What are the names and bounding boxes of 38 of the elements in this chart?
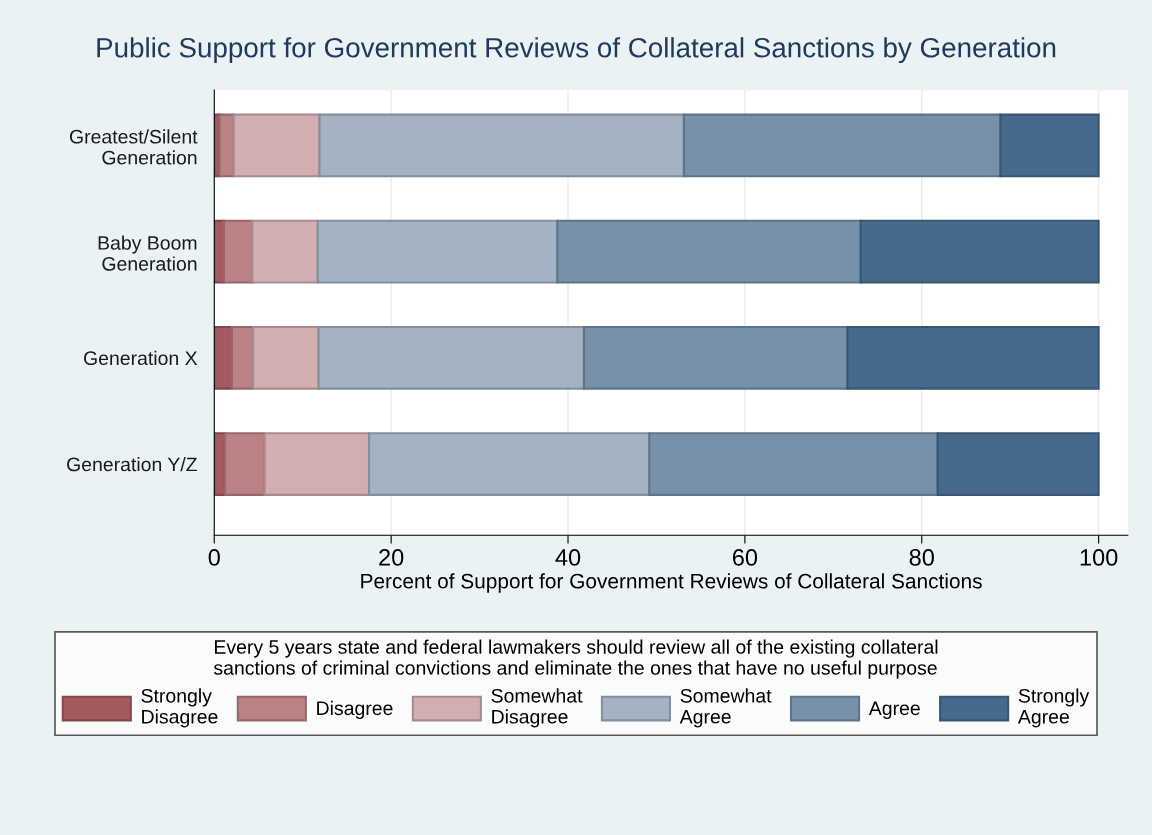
bar: [316, 219, 559, 284]
bar: [318, 113, 685, 178]
x-tick-label: 60: [732, 549, 758, 566]
legend-label: Somewhat Agree: [679, 688, 772, 728]
legend-label: Agree: [868, 701, 920, 719]
x-tick-label: 100: [1080, 549, 1118, 566]
bar: [999, 113, 1100, 178]
chart-title: Public Support for Government Reviews of Collateral Sanctions by Generation: [97, 37, 1056, 64]
x-tick-label: 20: [379, 549, 404, 566]
x-tick-label: 0: [208, 549, 220, 566]
x-axis-title: Percent of Support for Government Reviews of Collateral Sanctions: [361, 573, 982, 593]
bar: [232, 113, 321, 178]
x-tick-label: 40: [555, 549, 581, 566]
legend-label: Disagree: [317, 700, 393, 719]
bar: [222, 219, 254, 284]
bar: [556, 219, 862, 284]
legend-title: Every 5 years state and federal lawmakers should review all of the existing collateral sanctions of criminal convictions and eliminate the ones that have no useful purpose: [213, 639, 938, 679]
y-tick-label: Greatest/Silent Generation: [69, 129, 198, 165]
y-tick-label: Generation X: [84, 350, 198, 366]
bar: [230, 326, 255, 390]
bar: [846, 326, 1100, 390]
bar: [223, 432, 266, 496]
bar: [367, 432, 651, 496]
legend-label: Strongly Disagree: [141, 688, 218, 728]
bar: [682, 113, 1002, 178]
bar: [252, 326, 320, 390]
y-tick-label: Baby Boom Generation: [98, 235, 197, 271]
bar: [317, 326, 585, 390]
legend-label: Somewhat Disagree: [491, 688, 583, 728]
legend-label: Strongly Agree: [1017, 688, 1090, 728]
bar: [582, 326, 849, 390]
y-tick-label: Generation Y/Z: [67, 457, 198, 472]
bar: [251, 219, 319, 284]
bar: [648, 432, 939, 496]
x-tick-label: 80: [909, 549, 934, 566]
bar: [936, 432, 1100, 496]
bar: [263, 432, 371, 496]
bar: [859, 219, 1100, 284]
